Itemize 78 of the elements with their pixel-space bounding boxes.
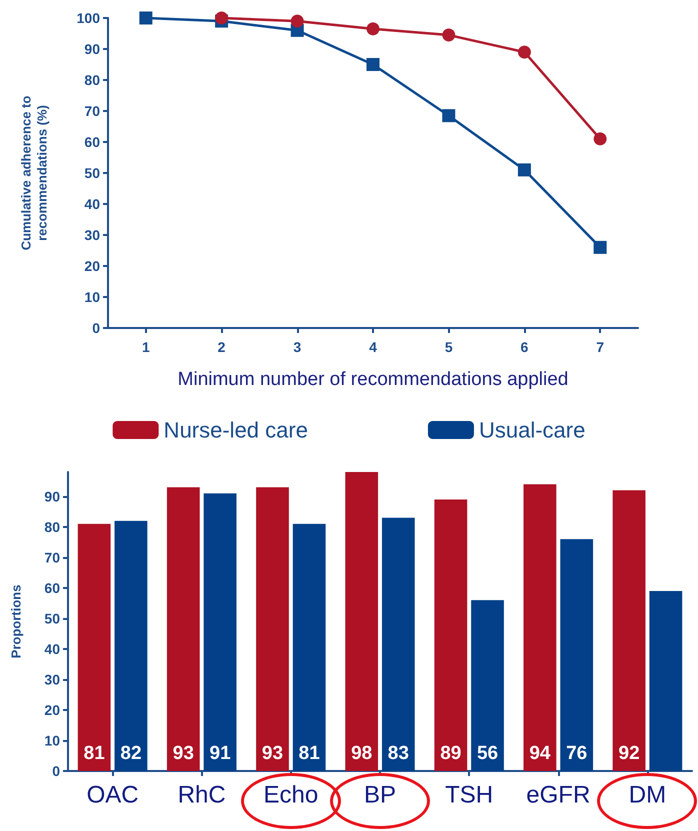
- y-tick-label: 60: [84, 134, 100, 150]
- legend-label: Usual-care: [478, 418, 586, 442]
- y-tick-label: 50: [44, 610, 60, 626]
- point: [139, 12, 152, 24]
- x-tick-label: DM: [628, 782, 666, 808]
- bar: [292, 524, 326, 771]
- bar: [114, 520, 148, 771]
- bar: [649, 590, 682, 771]
- y-tick-label: 40: [84, 196, 100, 212]
- point: [518, 163, 531, 176]
- data-label: 82: [120, 743, 142, 764]
- y-axis-title: Cumulative adherence to recommendations (%): [18, 96, 50, 250]
- point: [594, 240, 607, 254]
- data-label: 56: [476, 743, 498, 764]
- legend-label: Nurse-led care: [164, 418, 308, 442]
- bar: [204, 493, 236, 771]
- point: [366, 22, 380, 36]
- y-tick-label: 60: [44, 580, 60, 596]
- x-tick-label: 6: [520, 339, 529, 355]
- bar: [382, 518, 415, 771]
- bar: [524, 484, 556, 771]
- bar: [256, 487, 289, 771]
- bar: [166, 487, 200, 771]
- bar: [471, 600, 504, 771]
- data-label: 93: [172, 743, 194, 764]
- x-tick-label: eGFR: [526, 782, 590, 808]
- data-label: 83: [388, 743, 409, 764]
- data-label: 81: [84, 743, 106, 764]
- data-label: 91: [210, 743, 232, 764]
- y-tick-label: 20: [44, 702, 60, 718]
- y-tick-label: 0: [92, 320, 100, 336]
- point: [518, 46, 531, 59]
- data-label: 98: [351, 743, 372, 764]
- data-label: 89: [440, 743, 462, 764]
- x-tick-label: BP: [364, 782, 396, 808]
- y-tick-label: 30: [44, 671, 60, 688]
- y-tick-label: 10: [44, 732, 60, 748]
- data-label: 76: [566, 743, 588, 764]
- data-label: 81: [298, 743, 320, 764]
- data-label: 92: [618, 743, 640, 764]
- bar: [560, 539, 594, 771]
- y-tick-label: 100: [76, 10, 100, 26]
- x-tick-label: 5: [444, 339, 453, 355]
- y-tick-label: 90: [44, 488, 60, 504]
- x-tick-label: 3: [293, 339, 302, 355]
- x-tick-label: OAC: [86, 782, 139, 808]
- x-tick-label: TSH: [445, 782, 494, 808]
- y-tick-label: 50: [84, 165, 100, 181]
- y-axis-title: Proportions: [8, 584, 24, 658]
- point: [215, 12, 228, 24]
- x-axis-title: Minimum number of recommendations applied: [178, 369, 568, 390]
- point: [442, 28, 456, 42]
- y-tick-label: 20: [84, 258, 100, 274]
- x-tick-label: 2: [218, 339, 226, 355]
- y-tick-label: 30: [84, 227, 100, 243]
- x-tick-label: 4: [369, 339, 378, 355]
- point: [594, 132, 607, 146]
- y-tick-label: 70: [44, 549, 60, 566]
- y-tick-label: 0: [52, 763, 60, 779]
- y-tick-label: 10: [84, 289, 100, 305]
- y-tick-label: 40: [44, 640, 60, 657]
- bar: [345, 472, 378, 771]
- bar: [434, 499, 468, 771]
- x-tick-label: Echo: [264, 782, 318, 808]
- y-tick-label: 80: [44, 518, 60, 535]
- bar: [78, 524, 111, 771]
- y-tick-label: 80: [84, 72, 100, 88]
- y-tick-label: 90: [84, 41, 100, 57]
- data-label: 94: [529, 743, 551, 764]
- data-label: 93: [262, 743, 284, 764]
- point: [366, 58, 380, 71]
- x-tick-label: 7: [596, 339, 604, 355]
- point: [442, 109, 456, 122]
- x-tick-label: 1: [142, 339, 150, 355]
- x-tick-label: RhC: [178, 782, 226, 808]
- point: [290, 14, 304, 28]
- y-tick-label: 70: [84, 103, 100, 119]
- bar: [612, 490, 646, 771]
